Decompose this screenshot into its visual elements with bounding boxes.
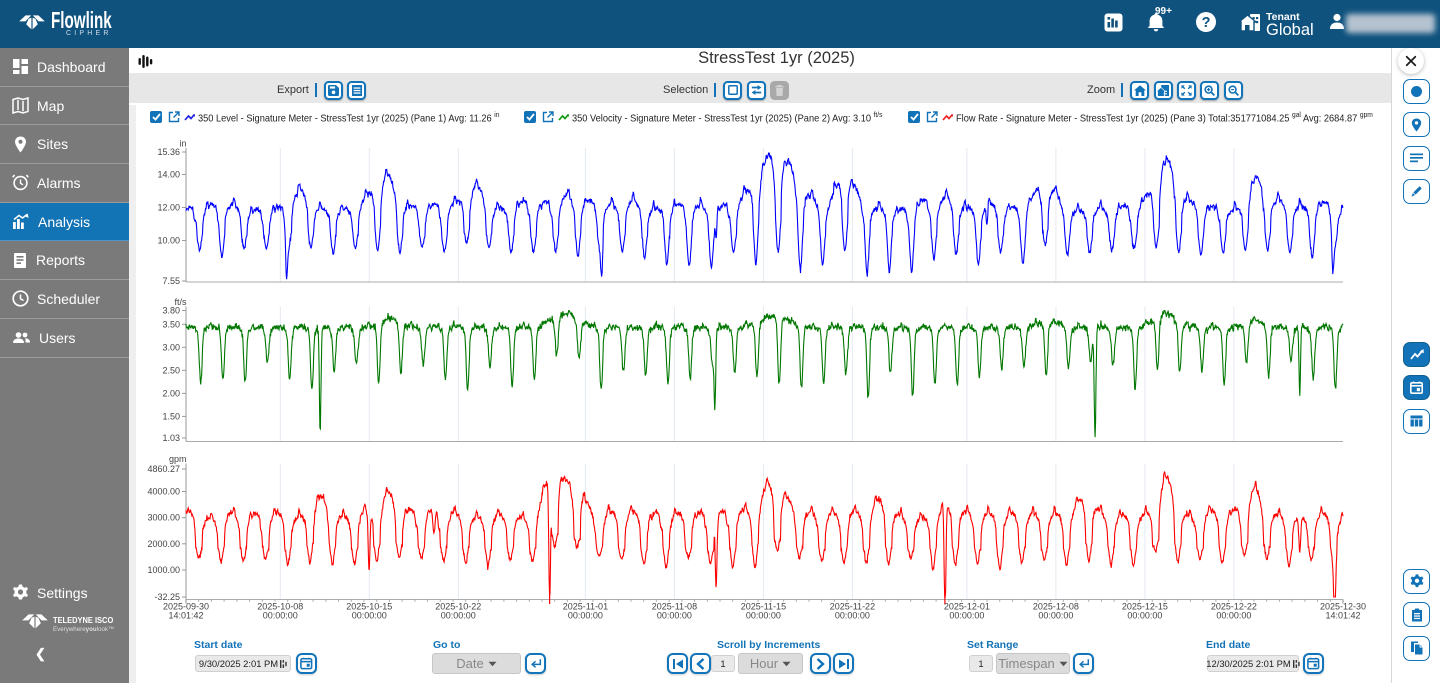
svg-text:14.00: 14.00 — [157, 170, 180, 180]
svg-text:1.50: 1.50 — [162, 411, 180, 421]
svg-text:ft/s: ft/s — [174, 297, 187, 307]
svg-text:14:01:42: 14:01:42 — [1325, 611, 1360, 621]
svg-text:-32.25: -32.25 — [154, 592, 180, 602]
svg-text:00:00:00: 00:00:00 — [352, 611, 387, 621]
svg-text:3000.00: 3000.00 — [147, 513, 180, 523]
svg-text:00:00:00: 00:00:00 — [835, 611, 870, 621]
svg-text:2000.00: 2000.00 — [147, 539, 180, 549]
svg-text:00:00:00: 00:00:00 — [568, 611, 603, 621]
svg-text:00:00:00: 00:00:00 — [949, 611, 984, 621]
svg-text:2025-10-15: 2025-10-15 — [346, 602, 392, 612]
svg-text:2025-11-22: 2025-11-22 — [830, 602, 875, 612]
svg-text:4860.27: 4860.27 — [147, 464, 180, 474]
svg-text:2.00: 2.00 — [162, 388, 180, 398]
svg-text:2025-12-30: 2025-12-30 — [1320, 602, 1366, 612]
svg-text:2025-12-15: 2025-12-15 — [1122, 602, 1168, 612]
svg-text:00:00:00: 00:00:00 — [746, 611, 781, 621]
svg-text:15.36: 15.36 — [157, 147, 180, 157]
svg-text:2.50: 2.50 — [162, 365, 180, 375]
svg-text:00:00:00: 00:00:00 — [1127, 611, 1162, 621]
svg-text:1.03: 1.03 — [162, 433, 180, 443]
svg-text:2025-10-22: 2025-10-22 — [435, 602, 481, 612]
svg-text:2025-10-08: 2025-10-08 — [257, 602, 303, 612]
svg-text:00:00:00: 00:00:00 — [1038, 611, 1073, 621]
svg-text:3.50: 3.50 — [162, 319, 180, 329]
svg-text:2025-11-08: 2025-11-08 — [652, 602, 697, 612]
svg-text:gpm: gpm — [169, 454, 187, 464]
svg-text:2025-12-01: 2025-12-01 — [944, 602, 990, 612]
svg-text:10.00: 10.00 — [157, 236, 180, 246]
svg-text:00:00:00: 00:00:00 — [657, 611, 692, 621]
svg-text:7.55: 7.55 — [162, 276, 180, 286]
svg-text:2025-09-30: 2025-09-30 — [163, 602, 209, 612]
svg-text:2025-12-08: 2025-12-08 — [1033, 602, 1079, 612]
svg-text:in: in — [179, 139, 186, 149]
svg-text:2025-12-22: 2025-12-22 — [1211, 602, 1257, 612]
svg-text:1000.00: 1000.00 — [147, 565, 180, 575]
svg-text:?: ? — [1202, 15, 1211, 31]
svg-text:3.80: 3.80 — [162, 306, 180, 316]
svg-text:3.00: 3.00 — [162, 342, 180, 352]
svg-text:4000.00: 4000.00 — [147, 487, 180, 497]
svg-text:12.00: 12.00 — [157, 203, 180, 213]
svg-text:2025-11-15: 2025-11-15 — [741, 602, 786, 612]
svg-text:00:00:00: 00:00:00 — [1216, 611, 1251, 621]
svg-text:14:01:42: 14:01:42 — [168, 611, 203, 621]
svg-text:2025-11-01: 2025-11-01 — [563, 602, 608, 612]
svg-text:00:00:00: 00:00:00 — [441, 611, 476, 621]
svg-text:00:00:00: 00:00:00 — [263, 611, 298, 621]
